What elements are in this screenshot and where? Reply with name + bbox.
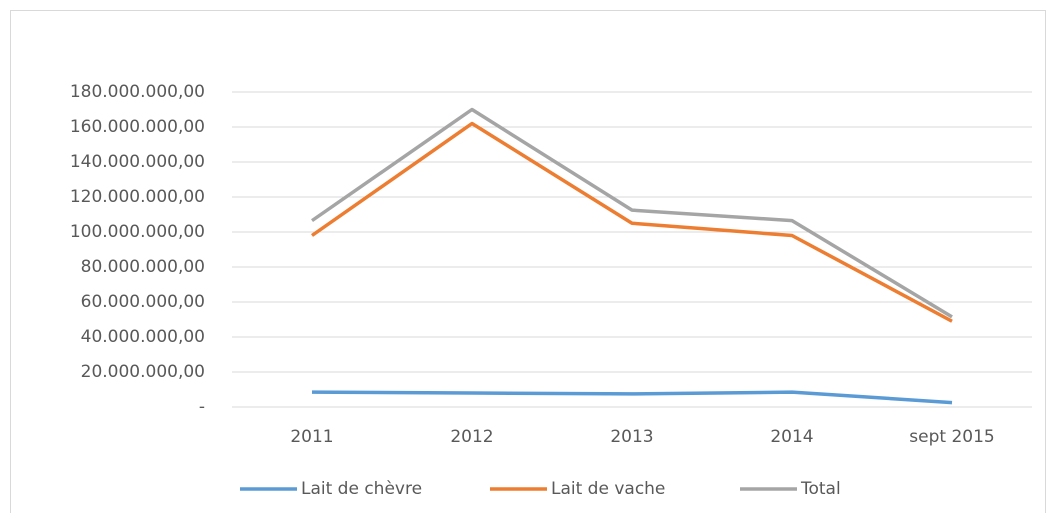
x-tick-label: 2012 [450,427,493,447]
y-tick-label: 140.000.000,00 [70,152,205,172]
x-tick-label: sept 2015 [909,427,994,447]
x-tick-label: 2014 [770,427,813,447]
legend-label: Lait de chèvre [301,479,422,499]
y-tick-label: 180.000.000,00 [70,82,205,102]
y-tick-label: 20.000.000,00 [81,362,205,382]
y-tick-label: 100.000.000,00 [70,222,205,242]
series-line [311,390,953,405]
y-tick-label: 40.000.000,00 [81,327,205,347]
y-tick-label: 80.000.000,00 [81,257,205,277]
x-tick-label: 2011 [290,427,333,447]
chart-frame [10,10,1046,513]
legend-label: Total [800,479,841,499]
y-tick-label: 120.000.000,00 [70,187,205,207]
series-line [310,121,953,323]
legend-label: Lait de vache [551,479,665,499]
y-tick-label: - [199,397,205,417]
y-tick-label: 60.000.000,00 [81,292,205,312]
x-tick-label: 2013 [610,427,653,447]
y-tick-label: 160.000.000,00 [70,117,205,137]
series-line [311,107,953,319]
